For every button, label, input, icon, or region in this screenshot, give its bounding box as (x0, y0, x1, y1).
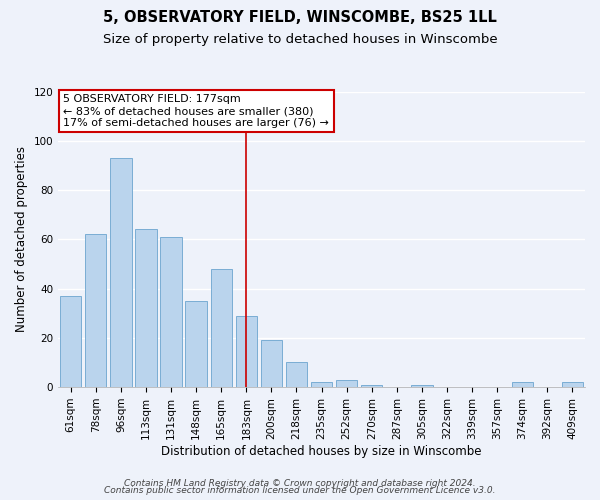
Bar (60, 296, 82, 387)
Bar (110, 158, 131, 387)
Bar (311, 382, 332, 387)
Bar (136, 230, 157, 387)
Text: 5 OBSERVATORY FIELD: 177sqm
← 83% of detached houses are smaller (380)
17% of se: 5 OBSERVATORY FIELD: 177sqm ← 83% of det… (64, 94, 329, 128)
Bar (361, 384, 382, 387)
Bar (286, 362, 307, 387)
Bar (185, 301, 207, 387)
Bar (336, 380, 358, 387)
Bar (512, 382, 533, 387)
Text: 5, OBSERVATORY FIELD, WINSCOMBE, BS25 1LL: 5, OBSERVATORY FIELD, WINSCOMBE, BS25 1L… (103, 10, 497, 25)
Bar (411, 384, 433, 387)
Bar (85, 234, 106, 387)
Text: Contains HM Land Registry data © Crown copyright and database right 2024.: Contains HM Land Registry data © Crown c… (124, 478, 476, 488)
Bar (261, 340, 282, 387)
Text: Contains public sector information licensed under the Open Government Licence v3: Contains public sector information licen… (104, 486, 496, 495)
Text: Size of property relative to detached houses in Winscombe: Size of property relative to detached ho… (103, 32, 497, 46)
X-axis label: Distribution of detached houses by size in Winscombe: Distribution of detached houses by size … (161, 444, 482, 458)
Bar (160, 237, 182, 387)
Y-axis label: Number of detached properties: Number of detached properties (15, 146, 28, 332)
Bar (236, 316, 257, 387)
Bar (562, 382, 583, 387)
Bar (211, 269, 232, 387)
